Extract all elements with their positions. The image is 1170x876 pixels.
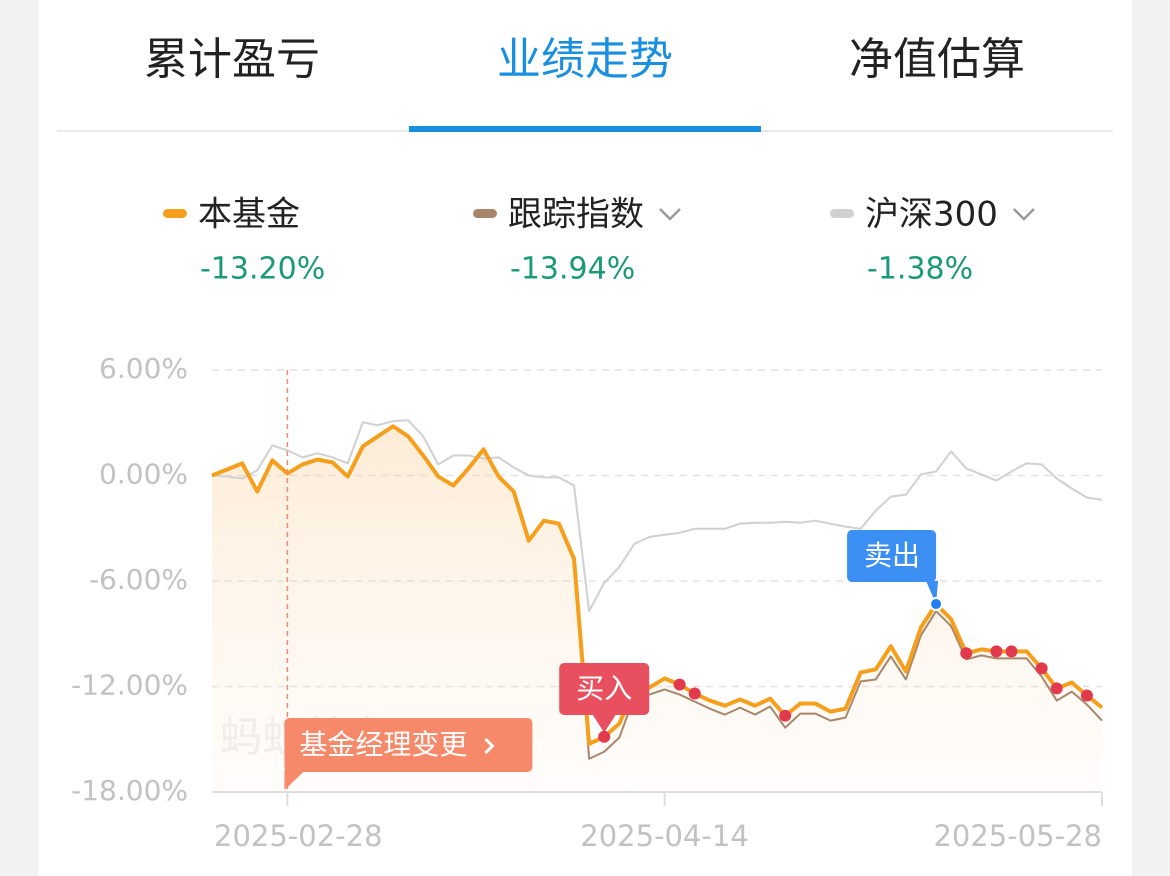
legend-dropdown[interactable] [659,208,681,221]
trade-dot [1080,689,1093,702]
tab[interactable]: 累计盈亏 [144,34,320,85]
y-tick-label: -12.00% [71,669,188,702]
tab[interactable]: 业绩走势 [497,34,673,85]
trade-dot [1005,645,1018,658]
x-tick-label: 2025-02-28 [214,819,383,853]
series-line [211,419,1103,613]
plot: 6.00% 0.00% -6.00% -12.00% -18.00% 2025-02-28… [71,352,1104,853]
annotation-label[interactable]: 基金经理变更 [299,728,467,761]
legend-return: -1.38% [867,252,973,287]
trade-dot [1035,662,1048,675]
y-tick-label: -18.00% [71,774,188,807]
annotation-point [929,597,944,612]
legend-return: -13.20% [200,252,325,287]
annotation-point [598,730,611,743]
series-line [211,424,1104,746]
tabs: 累计盈亏 业绩走势 净值估算 [144,34,1025,132]
trade-dot [990,645,1003,658]
y-tick-label: -6.00% [89,563,188,596]
legend-swatch [473,209,497,218]
legend-name: 本基金 [198,195,300,235]
legend: 本基金 -13.20% 跟踪指数 -13.94% 沪深300 -1.38% [163,195,1035,287]
y-tick-label: 6.00% [99,352,188,385]
x-tick-label: 2025-05-28 [933,819,1102,853]
annotation-tail [592,714,617,733]
tab-indicator [409,126,761,132]
annotation-box[interactable] [284,718,533,772]
annotation-label: 卖出 [864,539,920,572]
tab[interactable]: 净值估算 [849,34,1025,85]
annotation-box [559,663,650,715]
legend-return: -13.94% [510,252,635,287]
trade-dot [1050,682,1063,695]
annotation-tail [284,770,306,790]
legend-swatch [163,209,187,218]
trade-dot [688,687,701,700]
trade-dot [673,678,686,691]
trade-dot [960,647,973,660]
y-tick-label: 0.00% [99,458,188,491]
x-tick-label: 2025-04-14 [580,819,749,853]
legend-dropdown[interactable] [1013,208,1035,221]
annotation-arrow [484,737,495,755]
legend-name: 跟踪指数 [508,195,644,235]
trade-dot [779,709,792,722]
annotation-box [847,530,937,582]
fund-area [212,426,1102,792]
annotation-label: 买入 [576,672,632,705]
legend-name: 沪深300 [865,195,998,235]
legend-swatch [830,209,854,218]
